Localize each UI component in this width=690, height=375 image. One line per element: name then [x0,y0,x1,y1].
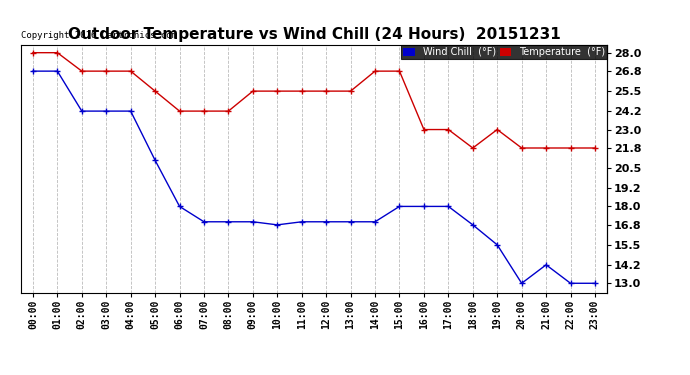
Title: Outdoor Temperature vs Wind Chill (24 Hours)  20151231: Outdoor Temperature vs Wind Chill (24 Ho… [68,27,560,42]
Text: Copyright 2016 Cartronics.com: Copyright 2016 Cartronics.com [21,31,177,40]
Legend: Wind Chill  (°F), Temperature  (°F): Wind Chill (°F), Temperature (°F) [402,45,607,59]
